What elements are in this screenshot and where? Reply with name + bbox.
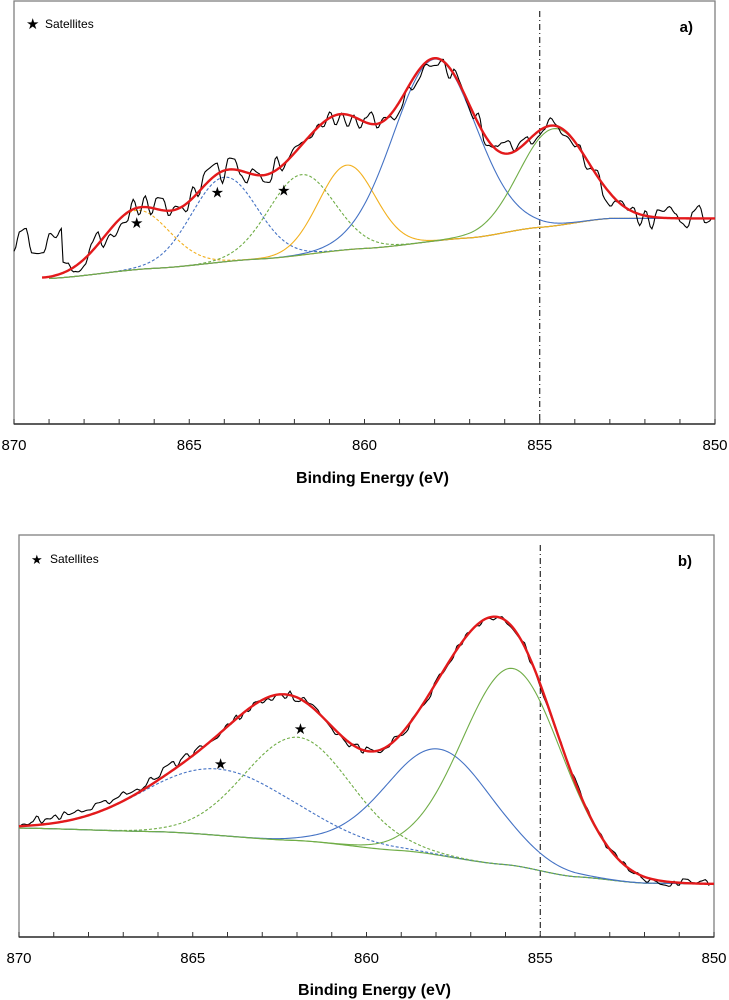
x-tick-label: 855 bbox=[528, 950, 553, 967]
plot-content: ★★ bbox=[18, 545, 715, 937]
panel-label: b) bbox=[678, 553, 692, 570]
satellite-star-marker: ★ bbox=[277, 183, 290, 200]
x-tick-label: 865 bbox=[180, 950, 205, 967]
x-tick-label: 860 bbox=[352, 437, 377, 454]
x-axis: 870 865 860 855 850 bbox=[1, 419, 728, 454]
legend-star-icon: ★ bbox=[26, 16, 39, 33]
x-tick-label: 855 bbox=[527, 437, 552, 454]
component-satellite-2 bbox=[49, 176, 715, 280]
legend-star-icon: ★ bbox=[31, 552, 43, 567]
legend: ★ Satellites bbox=[26, 16, 94, 33]
satellite-star-marker: ★ bbox=[130, 215, 143, 232]
component-peak-4 bbox=[49, 164, 715, 280]
panel-a: ★ ★ ★ 870 865 860 855 850 ★ Satellites a) Bind… bbox=[1, 0, 728, 487]
panel-b: ★★ 870 865 860 855 850 ★ Satellites b) Bindi… bbox=[6, 534, 727, 999]
legend: ★ Satellites bbox=[31, 552, 99, 567]
x-tick-label: 850 bbox=[701, 950, 726, 967]
component-peak-3 bbox=[18, 748, 715, 885]
plot-frame bbox=[13, 0, 716, 425]
component-satellite-1 bbox=[18, 768, 715, 885]
panel-label: a) bbox=[680, 19, 693, 36]
fit-envelope-line bbox=[41, 56, 715, 279]
plot-frame bbox=[18, 534, 715, 938]
x-axis-title: Binding Energy (eV) bbox=[298, 982, 451, 999]
x-tick-label: 860 bbox=[354, 950, 379, 967]
satellite-star-marker: ★ bbox=[211, 185, 224, 202]
satellite-star-marker: ★ bbox=[294, 721, 307, 738]
x-tick-label: 865 bbox=[177, 437, 202, 454]
background-line bbox=[49, 217, 715, 280]
plot-content: ★ ★ ★ bbox=[13, 11, 715, 424]
x-axis-title: Binding Energy (eV) bbox=[296, 470, 449, 487]
fit-envelope-line bbox=[18, 615, 715, 886]
component-peak-4 bbox=[18, 667, 715, 885]
x-axis: 870 865 860 855 850 bbox=[6, 932, 727, 967]
x-tick-label: 850 bbox=[702, 437, 727, 454]
legend-label: Satellites bbox=[45, 17, 94, 31]
x-tick-label: 870 bbox=[6, 950, 31, 967]
legend-label: Satellites bbox=[50, 552, 99, 566]
x-tick-label: 870 bbox=[1, 437, 26, 454]
component-peak-6 bbox=[49, 128, 715, 280]
satellite-star-marker: ★ bbox=[214, 756, 227, 773]
raw-data-line bbox=[13, 58, 715, 273]
component-satellite-2 bbox=[18, 736, 715, 885]
background-line bbox=[18, 827, 715, 885]
component-peak-5 bbox=[49, 58, 715, 280]
